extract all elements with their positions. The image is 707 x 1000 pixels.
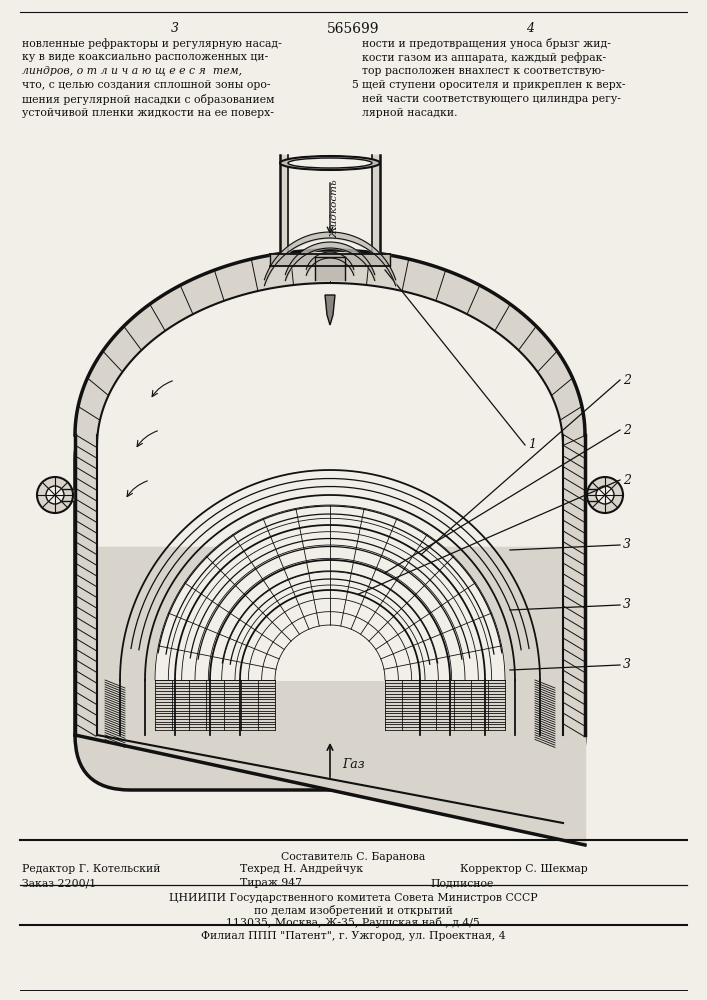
Text: кости газом из аппарата, каждый рефрак-: кости газом из аппарата, каждый рефрак- xyxy=(362,52,606,63)
Text: 5: 5 xyxy=(351,80,358,90)
Polygon shape xyxy=(155,505,505,680)
Circle shape xyxy=(37,477,73,513)
Text: Тираж 947: Тираж 947 xyxy=(240,878,302,888)
Polygon shape xyxy=(97,283,563,546)
Text: 3: 3 xyxy=(623,598,631,611)
Text: 4: 4 xyxy=(526,22,534,35)
Text: 113035, Москва, Ж-35, Раушская наб., д.4/5: 113035, Москва, Ж-35, Раушская наб., д.4… xyxy=(226,917,480,928)
Text: 1: 1 xyxy=(528,438,536,452)
Polygon shape xyxy=(53,489,73,501)
Polygon shape xyxy=(587,489,607,501)
Text: шения регулярной насадки с образованием: шения регулярной насадки с образованием xyxy=(22,94,274,105)
Text: Подписное: Подписное xyxy=(430,878,493,888)
FancyBboxPatch shape xyxy=(75,405,585,790)
Text: Редактор Г. Котельский: Редактор Г. Котельский xyxy=(22,864,160,874)
Text: ЦНИИПИ Государственного комитета Совета Министров СССР: ЦНИИПИ Государственного комитета Совета … xyxy=(169,893,537,903)
Polygon shape xyxy=(75,250,585,435)
Polygon shape xyxy=(372,155,380,262)
Text: что, с целью создания сплошной зоны оро-: что, с целью создания сплошной зоны оро- xyxy=(22,80,271,90)
Text: Техред Н. Андрейчук: Техред Н. Андрейчук xyxy=(240,864,363,874)
Text: тор расположен внахлест к соответствую-: тор расположен внахлест к соответствую- xyxy=(362,66,604,76)
Polygon shape xyxy=(75,250,585,435)
Text: ней части соответствующего цилиндра регу-: ней части соответствующего цилиндра регу… xyxy=(362,94,621,104)
Text: 2: 2 xyxy=(623,373,631,386)
Text: 3: 3 xyxy=(171,22,179,35)
Polygon shape xyxy=(280,155,288,262)
Text: по делам изобретений и открытий: по делам изобретений и открытий xyxy=(254,905,452,916)
Text: 2: 2 xyxy=(623,474,631,487)
Text: 2: 2 xyxy=(623,424,631,436)
Text: лярной насадки.: лярной насадки. xyxy=(362,108,457,118)
Text: Корректор С. Шекмар: Корректор С. Шекмар xyxy=(460,864,588,874)
Polygon shape xyxy=(325,295,335,325)
Text: 565699: 565699 xyxy=(327,22,379,36)
Circle shape xyxy=(596,486,614,504)
Circle shape xyxy=(46,486,64,504)
Polygon shape xyxy=(270,254,390,266)
Text: 3: 3 xyxy=(623,538,631,552)
Polygon shape xyxy=(315,257,345,280)
Text: Составитель С. Баранова: Составитель С. Баранова xyxy=(281,852,425,862)
Text: Филиал ППП "Патент", г. Ужгород, ул. Проектная, 4: Филиал ППП "Патент", г. Ужгород, ул. Про… xyxy=(201,931,506,941)
Text: щей ступени оросителя и прикреплен к верх-: щей ступени оросителя и прикреплен к вер… xyxy=(362,80,626,90)
Circle shape xyxy=(587,477,623,513)
Ellipse shape xyxy=(288,158,372,168)
Ellipse shape xyxy=(280,156,380,170)
Polygon shape xyxy=(75,435,97,735)
Text: Газ: Газ xyxy=(342,758,365,772)
Text: устойчивой пленки жидкости на ее поверх-: устойчивой пленки жидкости на ее поверх- xyxy=(22,108,274,118)
Text: новленные рефракторы и регулярную насад-: новленные рефракторы и регулярную насад- xyxy=(22,38,282,49)
Text: 3: 3 xyxy=(623,658,631,672)
Text: Заказ 2200/1: Заказ 2200/1 xyxy=(22,878,96,888)
Text: ности и предотвращения уноса брызг жид-: ности и предотвращения уноса брызг жид- xyxy=(362,38,611,49)
Polygon shape xyxy=(563,435,585,735)
Text: ку в виде коаксиально расположенных ци-: ку в виде коаксиально расположенных ци- xyxy=(22,52,268,62)
Text: линдров, о т л и ч а ю щ е е с я  тем,: линдров, о т л и ч а ю щ е е с я тем, xyxy=(22,66,242,76)
Text: Жидкость: Жидкость xyxy=(330,179,339,238)
